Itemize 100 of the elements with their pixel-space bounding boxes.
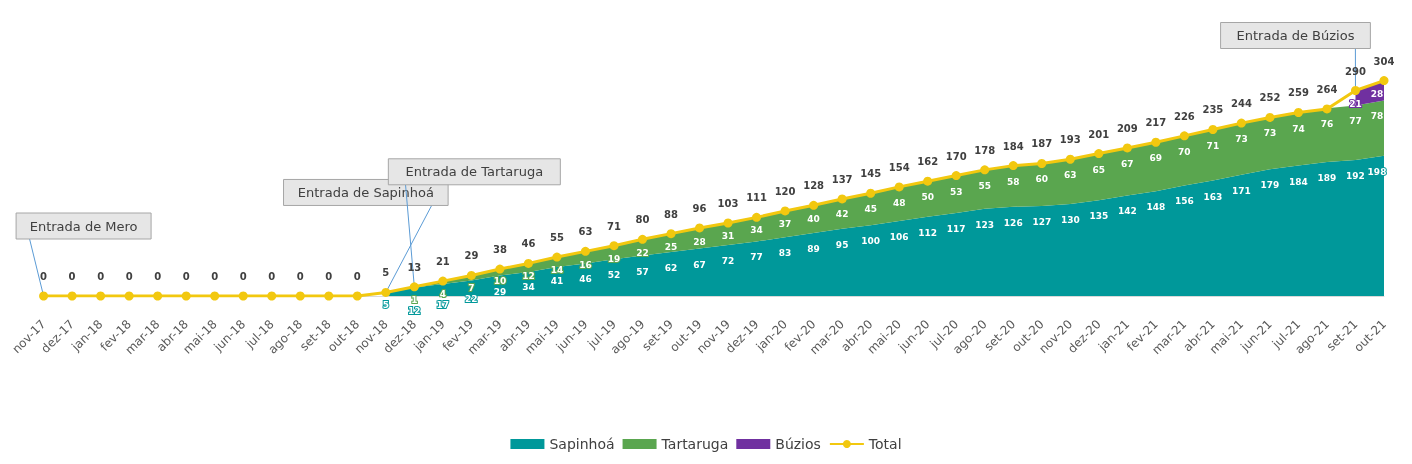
data-label: 42 [835, 208, 849, 219]
data-label: 0 [239, 271, 247, 282]
data-label: 162 [917, 156, 939, 168]
point [295, 291, 305, 301]
data-label: 62 [664, 263, 678, 274]
point [96, 291, 106, 301]
point [1236, 118, 1246, 128]
data-label: 67 [1121, 158, 1134, 169]
point [153, 291, 163, 301]
point [324, 291, 334, 301]
data-label: 235 [1202, 104, 1224, 116]
legend-label: Tartaruga [660, 436, 729, 452]
data-label: 12 [408, 305, 421, 316]
data-label: 112 [918, 227, 938, 238]
point [466, 270, 476, 280]
annotation: Entrada de Mero [29, 218, 138, 234]
point [1379, 76, 1389, 86]
point [409, 282, 419, 292]
data-label: 73 [1235, 134, 1248, 145]
data-label: 170 [945, 150, 967, 162]
point [609, 241, 619, 251]
data-label: 111 [746, 192, 768, 204]
point [980, 165, 990, 175]
point [1151, 137, 1161, 147]
data-label: 201 [1088, 128, 1110, 140]
data-label: 127 [1032, 217, 1052, 228]
data-label: 0 [325, 271, 333, 282]
point [39, 291, 49, 301]
data-label: 0 [296, 271, 304, 282]
data-label: 45 [864, 204, 877, 215]
data-label: 77 [750, 252, 763, 263]
data-label: 106 [889, 231, 909, 242]
data-label: 0 [182, 271, 190, 282]
data-label: 65 [1092, 165, 1106, 176]
point [1208, 124, 1218, 134]
data-label: 19 [607, 253, 621, 264]
data-label: 41 [550, 276, 564, 287]
data-label: 52 [607, 270, 621, 281]
legend-label: Búzios [775, 436, 821, 452]
data-label: 71 [1206, 141, 1220, 152]
data-label: 34 [522, 282, 535, 293]
data-label: 130 [1060, 214, 1080, 225]
point [438, 276, 448, 286]
data-label: 123 [975, 219, 995, 230]
data-label: 148 [1146, 202, 1166, 213]
point [495, 264, 505, 274]
point [866, 188, 876, 198]
data-label: 145 [860, 168, 882, 180]
point [752, 212, 762, 222]
data-label: 83 [778, 248, 792, 259]
point [523, 258, 533, 268]
data-label: 0 [353, 271, 361, 282]
data-label: 77 [1349, 116, 1362, 127]
data-label: 96 [692, 202, 707, 214]
data-label: 1 [411, 294, 418, 305]
data-label: 14 [550, 265, 564, 276]
data-label: 28 [1370, 88, 1384, 99]
data-label: 0 [211, 271, 219, 282]
data-label: 135 [1089, 211, 1109, 222]
data-label: 40 [807, 213, 820, 224]
data-label: 5 [382, 300, 389, 311]
data-label: 126 [1003, 217, 1023, 228]
point [124, 291, 134, 301]
data-label: 60 [1035, 174, 1049, 185]
point [238, 291, 248, 301]
point [638, 234, 647, 244]
data-label: 0 [125, 271, 133, 282]
point [352, 291, 362, 301]
data-label: 264 [1316, 83, 1338, 95]
point [1350, 86, 1360, 96]
point [923, 176, 933, 186]
data-label: 73 [1263, 128, 1277, 139]
data-label: 217 [1145, 117, 1167, 129]
point [695, 223, 705, 233]
data-label: 58 [1006, 176, 1020, 187]
data-label: 22 [636, 248, 649, 259]
data-label: 171 [1232, 185, 1251, 196]
data-label: 117 [946, 224, 966, 235]
annotation: Entrada de Búzios [1236, 28, 1355, 44]
data-label: 192 [1346, 170, 1365, 181]
data-label: 69 [1149, 153, 1163, 164]
annotation: Entrada de Tartaruga [405, 164, 544, 180]
data-label: 252 [1259, 92, 1281, 104]
data-label: 0 [68, 271, 76, 282]
legend-label: Total [867, 436, 902, 452]
data-label: 193 [1059, 134, 1081, 146]
point [1008, 161, 1018, 171]
data-label: 244 [1230, 98, 1252, 110]
data-label: 17 [436, 300, 450, 311]
point [809, 200, 819, 210]
point [1065, 154, 1075, 164]
data-label: 67 [693, 259, 706, 270]
data-label: 128 [803, 180, 825, 192]
data-label: 0 [154, 271, 162, 282]
data-label: 50 [921, 192, 934, 203]
point [1293, 107, 1303, 117]
data-label: 178 [974, 144, 996, 156]
data-label: 100 [861, 236, 881, 247]
data-label: 209 [1116, 122, 1138, 134]
point [580, 246, 590, 256]
